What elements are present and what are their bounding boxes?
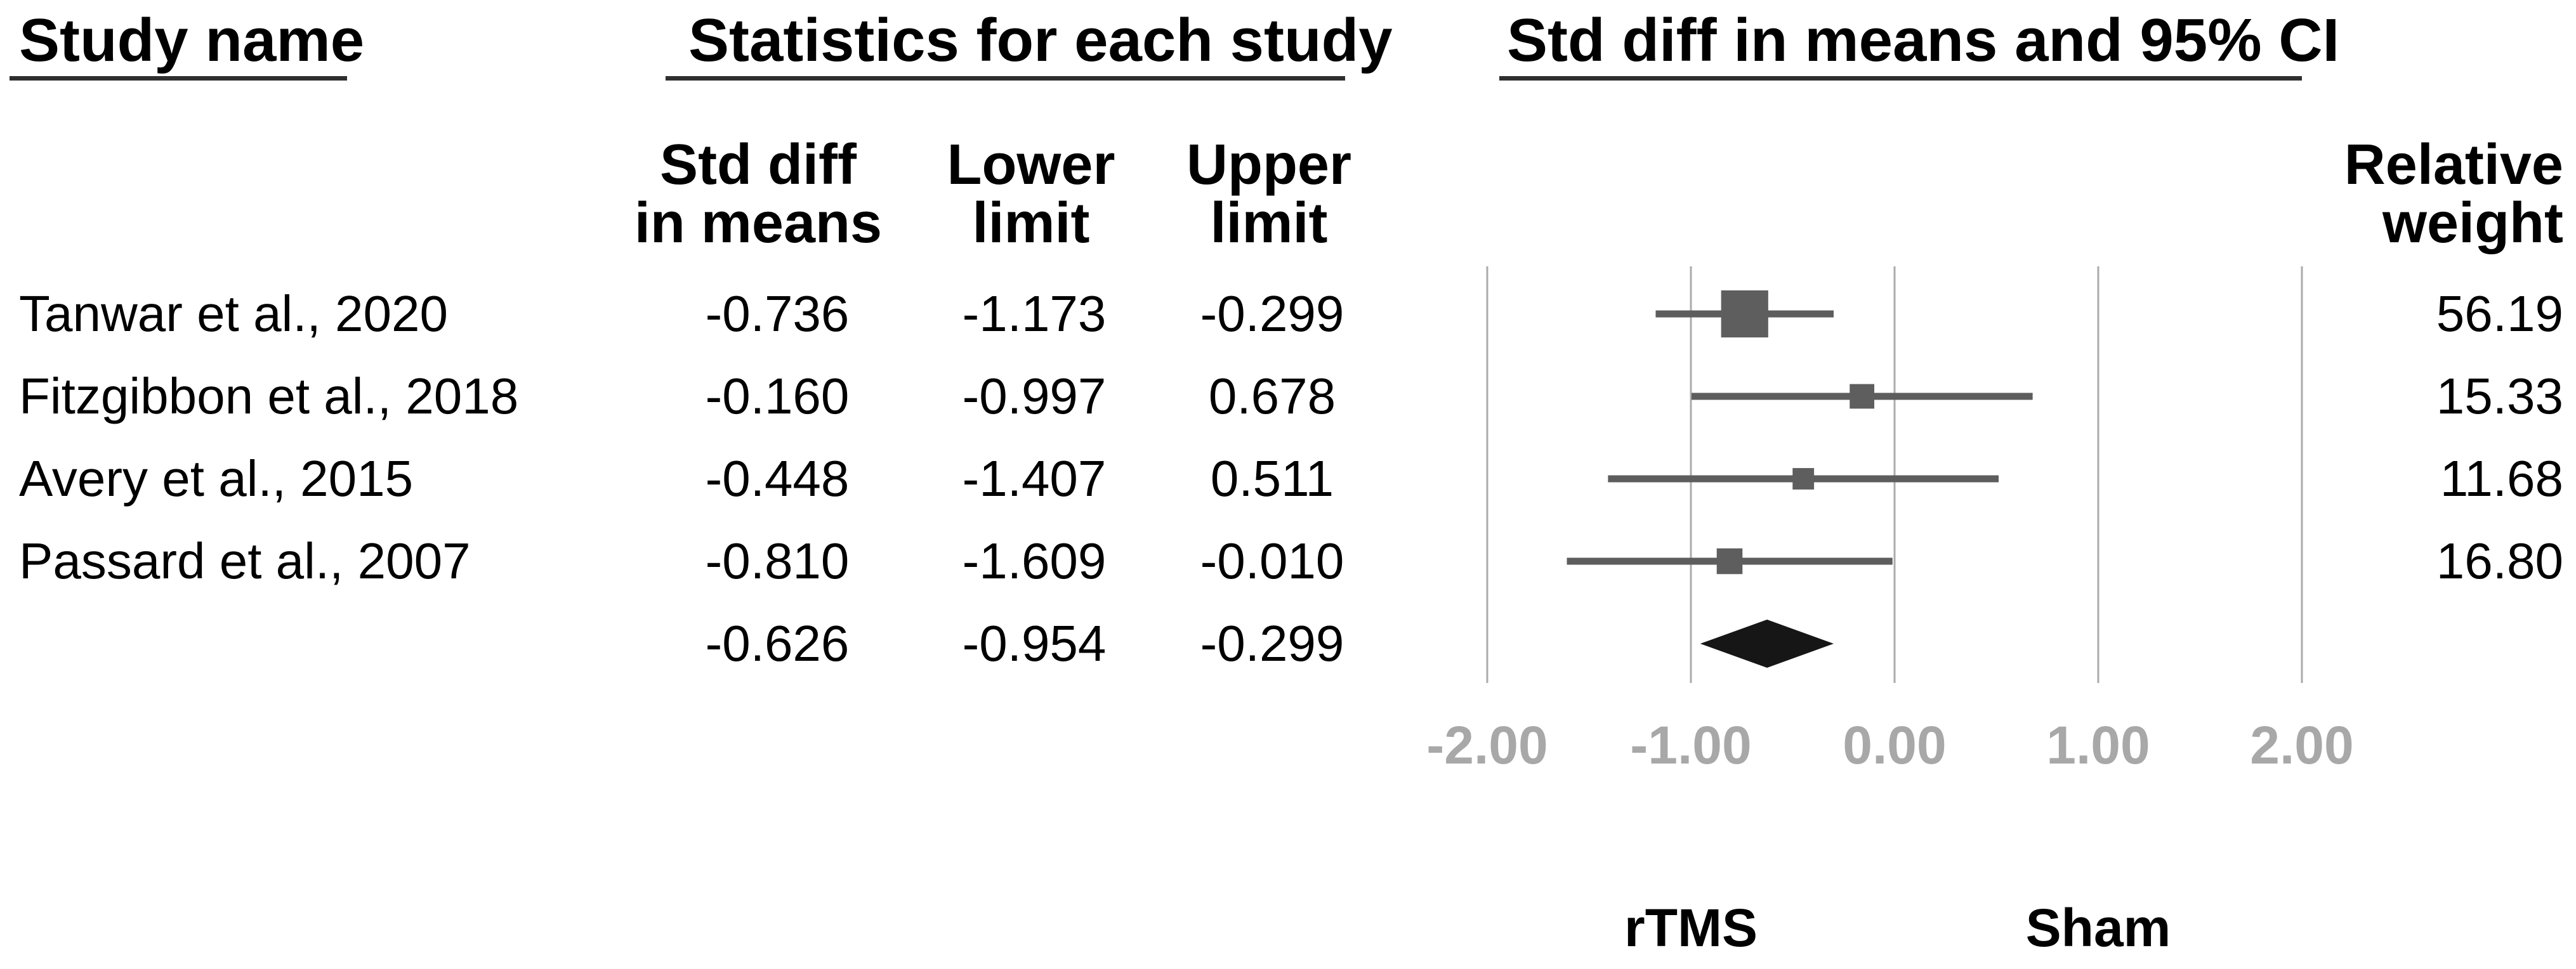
upper-limit-value: -0.299	[1200, 285, 1344, 342]
footer-label-left: rTMS	[1624, 898, 1758, 958]
x-axis-tick-label: 0.00	[1843, 715, 1947, 775]
std-diff-value: -0.160	[705, 368, 850, 424]
forest-plot-area	[1486, 266, 2303, 683]
col-lower-header-line1: Lower	[947, 133, 1115, 197]
mean-square	[1850, 384, 1875, 409]
footer-label-right: Sham	[2025, 898, 2171, 958]
plot-title-header: Std diff in means and 95% CI	[1507, 6, 2340, 74]
col-lower-header-line2: limit	[972, 192, 1090, 255]
lower-limit-value: -1.407	[962, 450, 1107, 507]
lower-limit-value: -1.173	[962, 285, 1107, 342]
study-name-underline	[10, 76, 347, 81]
upper-limit-value: 0.511	[1210, 450, 1334, 507]
relative-weight-value: 11.68	[2440, 450, 2563, 507]
col-upper-header-line1: Upper	[1186, 133, 1352, 197]
x-axis-tick-label: 2.00	[2250, 715, 2354, 775]
study-name: Tanwar et al., 2020	[19, 285, 448, 342]
x-axis-tick-label: -2.00	[1426, 715, 1548, 775]
col-upper-header-line2: limit	[1210, 192, 1328, 255]
relative-weight-value: 15.33	[2436, 368, 2563, 424]
study-name: Fitzgibbon et al., 2018	[19, 368, 519, 424]
upper-limit-value: 0.678	[1208, 368, 1336, 424]
statistics-underline	[666, 76, 1345, 81]
col-weight-header-line1: Relative	[2344, 133, 2563, 197]
std-diff-value: -0.810	[705, 533, 850, 589]
x-axis-tick-label: 1.00	[2046, 715, 2150, 775]
col-weight-header-line2: weight	[2382, 192, 2563, 255]
col-std-diff-header-line2: in means	[634, 192, 883, 255]
study-name: Avery et al., 2015	[19, 450, 414, 507]
lower-limit-value: -0.997	[962, 368, 1107, 424]
overall-std-diff-value: -0.626	[705, 615, 850, 672]
mean-square	[1716, 548, 1743, 575]
std-diff-value: -0.448	[705, 450, 850, 507]
std-diff-value: -0.736	[705, 285, 850, 342]
relative-weight-value: 56.19	[2436, 285, 2563, 342]
mean-square	[1721, 290, 1768, 338]
mean-square	[1792, 468, 1815, 490]
upper-limit-value: -0.010	[1200, 533, 1344, 589]
overall-diamond	[1700, 620, 1834, 668]
overall-lower-limit-value: -0.954	[962, 615, 1107, 672]
x-axis-tick-label: -1.00	[1630, 715, 1752, 775]
statistics-header: Statistics for each study	[688, 6, 1393, 74]
study-name-header: Study name	[19, 6, 365, 74]
col-std-diff-header-line1: Std diff	[660, 133, 857, 197]
lower-limit-value: -1.609	[962, 533, 1107, 589]
study-name: Passard et al., 2007	[19, 533, 471, 589]
relative-weight-value: 16.80	[2436, 533, 2563, 589]
overall-upper-limit-value: -0.299	[1200, 615, 1344, 672]
plot-title-underline	[1499, 76, 2302, 81]
